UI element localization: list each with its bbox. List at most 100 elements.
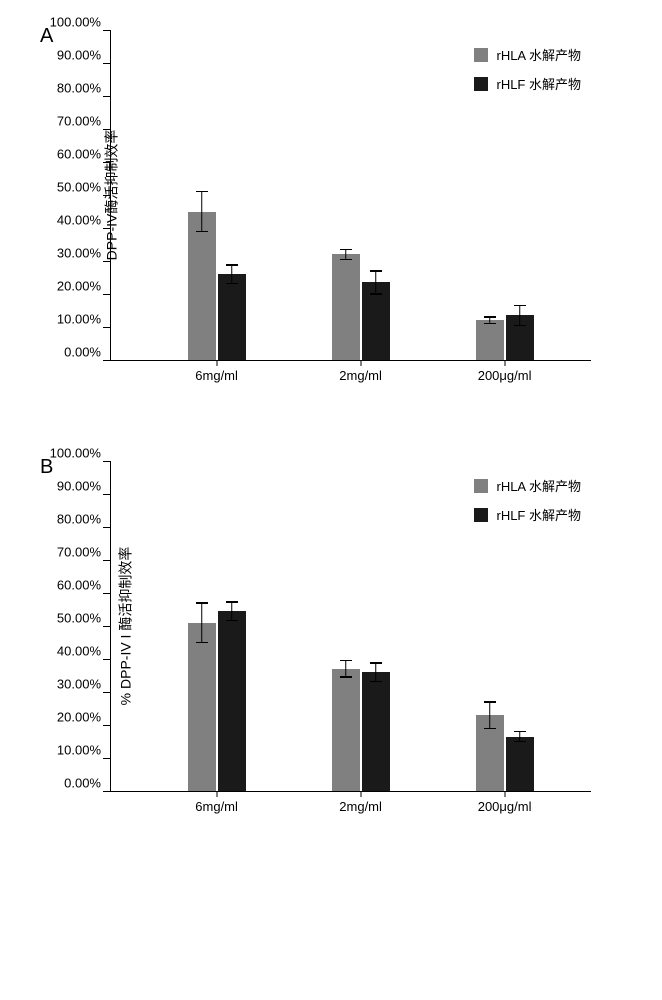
bar — [188, 623, 216, 791]
bar — [506, 315, 534, 360]
x-tick-label: 200μg/ml — [478, 368, 532, 383]
bar-group — [331, 254, 391, 360]
legend-swatch — [474, 479, 488, 493]
y-tick-label: 70.00% — [57, 545, 101, 560]
legend-swatch — [474, 48, 488, 62]
legend-item: rHLF 水解产物 — [474, 505, 581, 524]
legend-swatch — [474, 77, 488, 91]
bar-fill — [362, 672, 390, 791]
x-tick-label: 2mg/ml — [339, 368, 382, 383]
y-tick-label: 10.00% — [57, 743, 101, 758]
legend-swatch — [474, 508, 488, 522]
legend-item: rHLF 水解产物 — [474, 74, 581, 93]
y-tick — [103, 659, 111, 660]
bar-fill — [218, 611, 246, 791]
x-tick — [360, 791, 361, 797]
bar — [332, 254, 360, 360]
bar — [218, 611, 246, 791]
y-tick-label: 100.00% — [50, 446, 101, 461]
x-tick — [504, 791, 505, 797]
bar-fill — [218, 274, 246, 360]
y-tick — [103, 593, 111, 594]
x-tick-label: 6mg/ml — [195, 368, 238, 383]
y-tick — [103, 162, 111, 163]
y-tick — [103, 129, 111, 130]
y-tick — [103, 758, 111, 759]
legend: rHLA 水解产物 rHLF 水解产物 — [474, 476, 581, 534]
bar — [362, 282, 390, 360]
legend-item: rHLA 水解产物 — [474, 476, 581, 495]
bar-group — [331, 669, 391, 791]
x-tick — [504, 360, 505, 366]
x-tick — [360, 360, 361, 366]
y-tick-label: 20.00% — [57, 279, 101, 294]
legend-item: rHLA 水解产物 — [474, 45, 581, 64]
y-tick-label: 30.00% — [57, 246, 101, 261]
y-tick-label: 10.00% — [57, 312, 101, 327]
y-tick-label: 20.00% — [57, 710, 101, 725]
y-tick-label: 60.00% — [57, 578, 101, 593]
legend: rHLA 水解产物 rHLF 水解产物 — [474, 45, 581, 103]
y-tick — [103, 96, 111, 97]
bar — [188, 212, 216, 361]
bar — [218, 274, 246, 360]
y-tick — [103, 626, 111, 627]
legend-label: rHLF 水解产物 — [496, 505, 581, 524]
plot-area: DPP-IV酶活抑制效率0.00%10.00%20.00%30.00%40.00… — [110, 30, 591, 361]
legend-label: rHLA 水解产物 — [496, 476, 581, 495]
y-tick — [103, 791, 111, 792]
x-tick-label: 6mg/ml — [195, 799, 238, 814]
bar-fill — [188, 623, 216, 791]
chart-panel: ADPP-IV酶活抑制效率0.00%10.00%20.00%30.00%40.0… — [20, 30, 620, 361]
y-tick-label: 60.00% — [57, 147, 101, 162]
y-tick — [103, 294, 111, 295]
bar — [362, 672, 390, 791]
y-tick — [103, 461, 111, 462]
legend-label: rHLA 水解产物 — [496, 45, 581, 64]
y-tick — [103, 494, 111, 495]
legend-label: rHLF 水解产物 — [496, 74, 581, 93]
plot-area: % DPP-IV I 酶活抑制效率0.00%10.00%20.00%30.00%… — [110, 461, 591, 792]
y-tick-label: 40.00% — [57, 213, 101, 228]
y-tick-label: 30.00% — [57, 677, 101, 692]
bar-group — [475, 315, 535, 360]
y-tick — [103, 261, 111, 262]
x-tick — [216, 791, 217, 797]
y-tick-label: 40.00% — [57, 644, 101, 659]
y-tick-label: 90.00% — [57, 48, 101, 63]
y-tick — [103, 725, 111, 726]
bar-fill — [332, 254, 360, 360]
y-tick-label: 50.00% — [57, 180, 101, 195]
bar-fill — [476, 320, 504, 360]
bar-group — [187, 212, 247, 361]
bar-group — [475, 715, 535, 791]
y-tick-label: 50.00% — [57, 611, 101, 626]
y-tick — [103, 228, 111, 229]
y-tick — [103, 195, 111, 196]
y-tick — [103, 63, 111, 64]
y-tick — [103, 30, 111, 31]
x-tick-label: 2mg/ml — [339, 799, 382, 814]
y-tick-label: 0.00% — [64, 776, 101, 791]
y-tick — [103, 692, 111, 693]
bar — [506, 737, 534, 791]
bar-fill — [506, 737, 534, 791]
bar — [476, 320, 504, 360]
y-tick — [103, 560, 111, 561]
bar-group — [187, 611, 247, 791]
y-tick-label: 0.00% — [64, 345, 101, 360]
y-tick-label: 100.00% — [50, 15, 101, 30]
y-tick-label: 90.00% — [57, 479, 101, 494]
bar-fill — [188, 212, 216, 361]
y-tick-label: 80.00% — [57, 512, 101, 527]
bar-fill — [332, 669, 360, 791]
y-tick — [103, 327, 111, 328]
y-tick — [103, 527, 111, 528]
y-tick — [103, 360, 111, 361]
y-tick-label: 70.00% — [57, 114, 101, 129]
y-tick-label: 80.00% — [57, 81, 101, 96]
y-axis-label: % DPP-IV I 酶活抑制效率 — [115, 547, 135, 706]
bar — [332, 669, 360, 791]
chart-panel: B% DPP-IV I 酶活抑制效率0.00%10.00%20.00%30.00… — [20, 461, 620, 792]
bar — [476, 715, 504, 791]
